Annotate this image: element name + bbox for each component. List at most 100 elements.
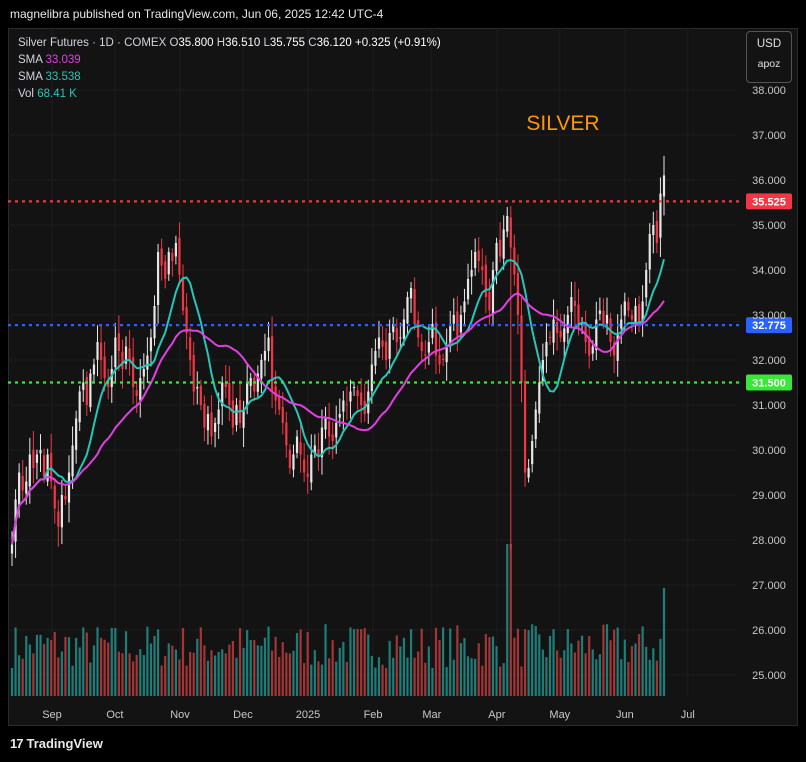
- candle-body: [559, 330, 562, 338]
- candle-body: [616, 333, 619, 361]
- candle-body: [463, 301, 466, 313]
- candle-body: [192, 354, 195, 392]
- volume-bar: [67, 637, 71, 696]
- candle-body: [324, 418, 327, 430]
- candle-body: [92, 364, 96, 375]
- candle-body: [85, 376, 88, 405]
- y-tick-label: 25.000: [752, 670, 786, 682]
- level-price-tag: [746, 374, 792, 391]
- volume-bar: [513, 637, 516, 696]
- volume-bar: [434, 627, 438, 696]
- candle-body: [99, 342, 103, 360]
- candle-body: [288, 449, 292, 468]
- volume-bar: [627, 662, 630, 696]
- candle-body: [395, 328, 398, 342]
- chart-frame[interactable]: [8, 28, 798, 726]
- volume-bar: [559, 657, 562, 696]
- candle-body: [427, 342, 430, 353]
- volume-bar: [53, 632, 56, 696]
- candle-body: [228, 382, 231, 405]
- candle-body: [203, 403, 206, 428]
- volume-bar: [573, 652, 577, 696]
- volume-bar: [267, 626, 270, 696]
- candle-body: [231, 400, 235, 428]
- candle-body: [466, 279, 470, 300]
- volume-bar: [185, 665, 188, 696]
- volume-bar: [139, 649, 142, 696]
- low-value: 35.755: [269, 37, 306, 49]
- y-tick-label: 33.000: [752, 310, 786, 322]
- volume-bar: [613, 629, 616, 696]
- sma-slow-row[interactable]: SMA 33.039: [18, 52, 441, 69]
- sma-fast-row[interactable]: SMA 33.538: [18, 69, 441, 86]
- candle-body: [96, 342, 99, 360]
- candle-body: [235, 405, 238, 426]
- volume-bar: [630, 646, 634, 696]
- volume-bar: [392, 657, 395, 696]
- candle-body: [295, 436, 299, 453]
- close-key: C: [308, 37, 317, 49]
- candle-body: [10, 544, 14, 554]
- volume-bar: [35, 634, 39, 696]
- volume-bar: [556, 650, 559, 696]
- level-price-label: 35.525: [752, 196, 786, 208]
- candle-body: [552, 319, 555, 343]
- y-tick-label: 27.000: [752, 580, 786, 592]
- volume-bar: [395, 635, 398, 696]
- candle-body: [434, 322, 438, 356]
- volume-bar: [652, 648, 655, 696]
- volume-bar: [178, 659, 181, 696]
- candle-body: [35, 454, 39, 463]
- candle-body: [620, 319, 623, 329]
- candle-body: [206, 414, 210, 431]
- volume-bar: [402, 637, 406, 696]
- candle-body: [623, 301, 626, 316]
- candle-body: [499, 239, 502, 257]
- y-tick-label: 36.000: [752, 175, 786, 187]
- high-key: H: [216, 37, 226, 49]
- volume-bar: [588, 636, 591, 696]
- candle-body: [409, 288, 413, 299]
- volume-bar: [591, 649, 594, 696]
- volume-bar: [563, 650, 566, 696]
- currency-selector[interactable]: USD apoz: [746, 31, 792, 83]
- volume-bar: [509, 544, 512, 696]
- candle-body: [171, 253, 174, 261]
- candle-body: [570, 297, 573, 312]
- volume-bar: [303, 663, 306, 696]
- candle-body: [270, 336, 274, 392]
- tradingview-logo[interactable]: 17 TradingView: [10, 736, 103, 751]
- candle-body: [71, 445, 74, 477]
- symbol-name[interactable]: Silver Futures · 1D · COMEX: [18, 37, 167, 49]
- volume-bar: [203, 645, 206, 696]
- candle-body: [392, 324, 395, 333]
- open-key: O: [169, 37, 179, 49]
- volume-row[interactable]: Vol 68.41 K: [18, 86, 441, 103]
- volume-bar: [491, 636, 495, 696]
- candle-body: [189, 337, 192, 360]
- volume-bar: [206, 660, 210, 696]
- volume-bar: [502, 663, 505, 696]
- candle-body: [139, 378, 142, 401]
- price-chart[interactable]: 35.525 32.775 31.500 38.000 37.000 36.000 35.0…: [8, 28, 798, 726]
- x-tick-label: Dec: [233, 709, 253, 721]
- candle-body: [645, 270, 648, 298]
- volume-bar: [82, 627, 85, 696]
- volume-bar: [246, 630, 249, 696]
- candle-body: [648, 234, 651, 270]
- candle-body: [573, 300, 577, 306]
- candle-body: [627, 301, 630, 311]
- volume-bar: [89, 662, 92, 696]
- volume-bar: [438, 639, 441, 696]
- candle-body: [64, 496, 67, 500]
- candle-body: [174, 243, 177, 257]
- candle-body: [605, 315, 609, 324]
- volume-bar: [431, 667, 434, 696]
- sma-slow-label: SMA: [18, 54, 43, 66]
- volume-bar: [641, 626, 644, 696]
- volume-value: 68.41 K: [37, 88, 77, 100]
- candle-body: [67, 472, 71, 503]
- candle-body: [124, 346, 128, 364]
- candle-body: [57, 511, 60, 527]
- volume-bar: [352, 629, 356, 696]
